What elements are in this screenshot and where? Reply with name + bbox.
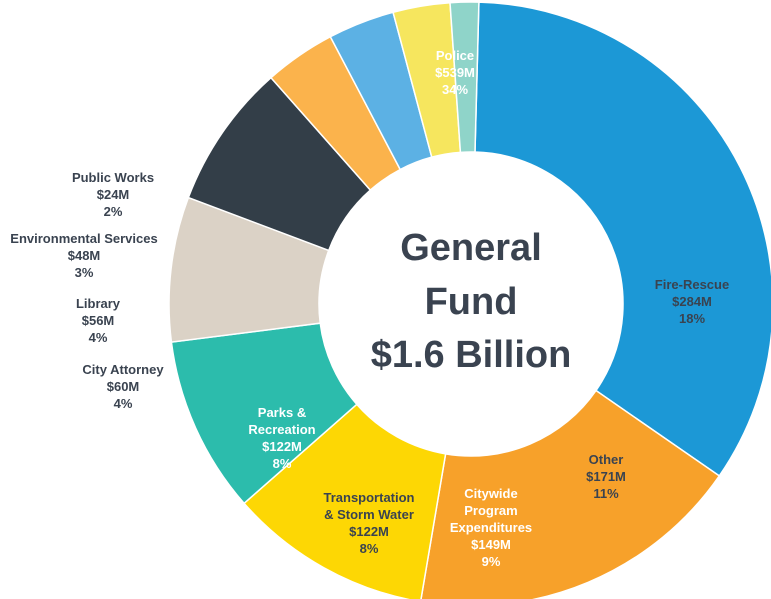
slice-label-0-line-2: 34%	[442, 82, 468, 97]
center-title-line-1: General	[400, 227, 542, 269]
slice-label-3-line-2: Expenditures	[450, 520, 532, 535]
slice-label-8-line-2: 3%	[75, 265, 94, 280]
slice-label-0: Police $539M 34%	[435, 48, 475, 97]
slice-label-4: Transportation & Storm Water $122M 8%	[323, 490, 414, 556]
slice-label-0-line-0: Police	[436, 48, 474, 63]
slice-label-5-line-0: Parks &	[258, 405, 306, 420]
slice-label-2: Other $171M 11%	[586, 452, 626, 501]
slice-0	[474, 1, 771, 477]
slice-9	[449, 1, 480, 154]
slice-label-4-line-0: Transportation	[323, 490, 414, 505]
donut-hole	[320, 153, 622, 455]
slice-label-1-line-1: $284M	[672, 294, 712, 309]
slice-label-1: Fire-Rescue $284M 18%	[655, 277, 729, 326]
slice-label-6-line-1: $60M	[107, 379, 140, 394]
slice-label-3-line-1: Program	[464, 503, 517, 518]
slice-label-2-line-2: 11%	[593, 486, 619, 501]
slice-label-8: Environmental Services $48M 3%	[10, 231, 157, 280]
slice-label-4-line-3: 8%	[360, 541, 379, 556]
slice-labels: Police $539M 34% Fire-Rescue $284M 18% Other $1…	[10, 48, 729, 569]
slice-label-7-line-2: 4%	[89, 330, 108, 345]
slice-label-5: Parks & Recreation $122M 8%	[248, 405, 315, 471]
slice-label-9-line-2: 2%	[104, 204, 123, 219]
slice-label-7-line-0: Library	[76, 296, 121, 311]
slice-label-5-line-2: $122M	[262, 439, 302, 454]
slice-label-8-line-0: Environmental Services	[10, 231, 157, 246]
slice-label-3-line-4: 9%	[482, 554, 501, 569]
slice-label-5-line-3: 8%	[273, 456, 292, 471]
slice-label-9-line-1: $24M	[97, 187, 130, 202]
slice-label-8-line-1: $48M	[68, 248, 101, 263]
slice-label-7-line-1: $56M	[82, 313, 115, 328]
slice-label-6-line-2: 4%	[114, 396, 133, 411]
slice-label-2-line-1: $171M	[586, 469, 626, 484]
slice-label-6-line-0: City Attorney	[82, 362, 164, 377]
slice-label-4-line-2: $122M	[349, 524, 389, 539]
slice-label-4-line-1: & Storm Water	[324, 507, 414, 522]
slice-label-7: Library $56M 4%	[76, 296, 121, 345]
slice-label-0-line-1: $539M	[435, 65, 475, 80]
slice-label-9-line-0: Public Works	[72, 170, 154, 185]
slice-label-1-line-2: 18%	[679, 311, 705, 326]
center-title: General Fund $1.6 Billion	[371, 227, 572, 376]
slice-label-6: City Attorney $60M 4%	[82, 362, 164, 411]
slice-label-3-line-0: Citywide	[464, 486, 517, 501]
donut-slices	[168, 1, 771, 599]
slice-label-2-line-0: Other	[589, 452, 624, 467]
slice-label-1-line-0: Fire-Rescue	[655, 277, 729, 292]
slice-label-5-line-1: Recreation	[248, 422, 315, 437]
slice-label-3-line-3: $149M	[471, 537, 511, 552]
center-title-line-2: Fund	[425, 281, 518, 323]
slice-label-3: Citywide Program Expenditures $149M 9%	[450, 486, 532, 569]
center-title-line-3: $1.6 Billion	[371, 334, 572, 376]
slice-1	[420, 389, 721, 599]
slice-label-9: Public Works $24M 2%	[72, 170, 154, 219]
